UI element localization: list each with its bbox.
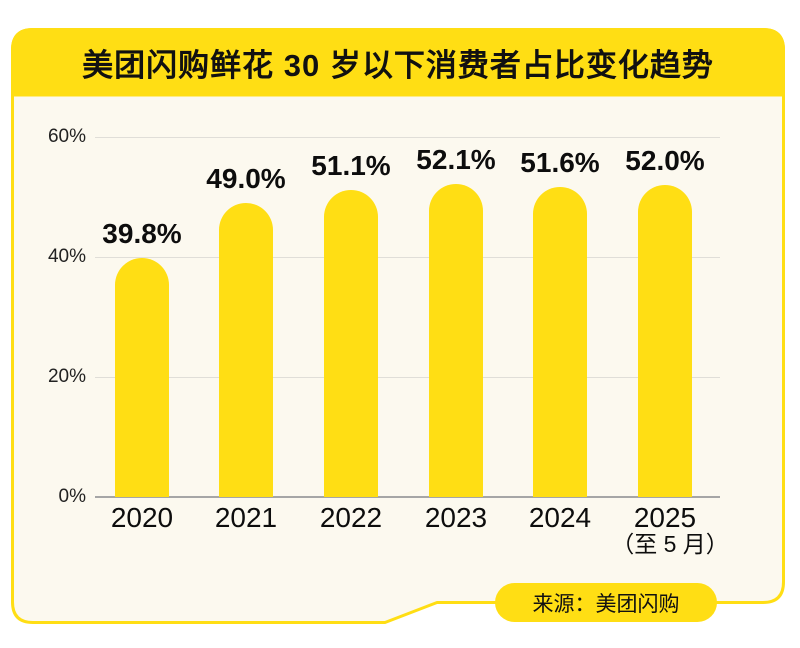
title-banner xyxy=(11,28,785,97)
bar-value-label: 52.1% xyxy=(416,144,496,176)
bar xyxy=(324,190,378,497)
bar xyxy=(533,187,587,497)
y-tick-label: 0% xyxy=(58,486,86,507)
x-tick-label: 2022 xyxy=(319,502,383,533)
bar-value-label: 51.1% xyxy=(311,150,391,182)
y-tick-label: 20% xyxy=(47,366,86,387)
bar-value-label: 39.8% xyxy=(102,218,182,250)
gridline xyxy=(95,256,720,258)
x-tick-label: 2020 xyxy=(110,502,174,533)
source-badge: 来源：美团闪购 xyxy=(495,583,717,622)
y-tick-label: 60% xyxy=(47,126,86,147)
category-note: （至 5 月） xyxy=(611,531,729,557)
axis-baseline xyxy=(95,496,720,498)
chart-title: 美团闪购鲜花 30 岁以下消费者占比变化趋势 xyxy=(82,47,714,83)
bar xyxy=(115,258,169,497)
gridline xyxy=(95,376,720,378)
y-tick-label: 40% xyxy=(47,246,86,267)
bar xyxy=(219,203,273,497)
x-tick-label: 2021 xyxy=(214,502,278,533)
bar xyxy=(429,184,483,497)
bar-value-label: 51.6% xyxy=(520,147,600,179)
bar xyxy=(638,185,692,497)
bar-value-label: 49.0% xyxy=(206,163,286,194)
bar-value-label: 52.0% xyxy=(625,145,705,176)
gridline xyxy=(95,136,720,138)
x-tick-label: 2023 xyxy=(424,502,488,533)
x-tick-label: 2024 xyxy=(528,502,592,533)
x-tick-label: 2025 xyxy=(633,502,697,533)
